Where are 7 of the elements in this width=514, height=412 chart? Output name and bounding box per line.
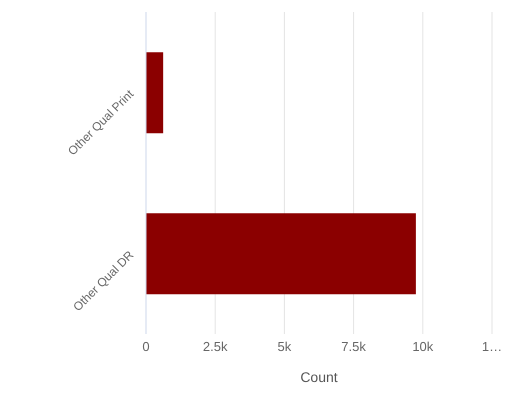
x-tick-label: 5k: [278, 339, 292, 354]
x-axis-title: Count: [300, 369, 338, 385]
x-tick-label: 1…: [482, 339, 502, 354]
x-tick-label: 2.5k: [202, 339, 228, 354]
x-tick-label: 10k: [412, 339, 434, 354]
x-tick-label: 0: [142, 339, 150, 354]
x-tick-label: 7.5k: [341, 339, 366, 354]
